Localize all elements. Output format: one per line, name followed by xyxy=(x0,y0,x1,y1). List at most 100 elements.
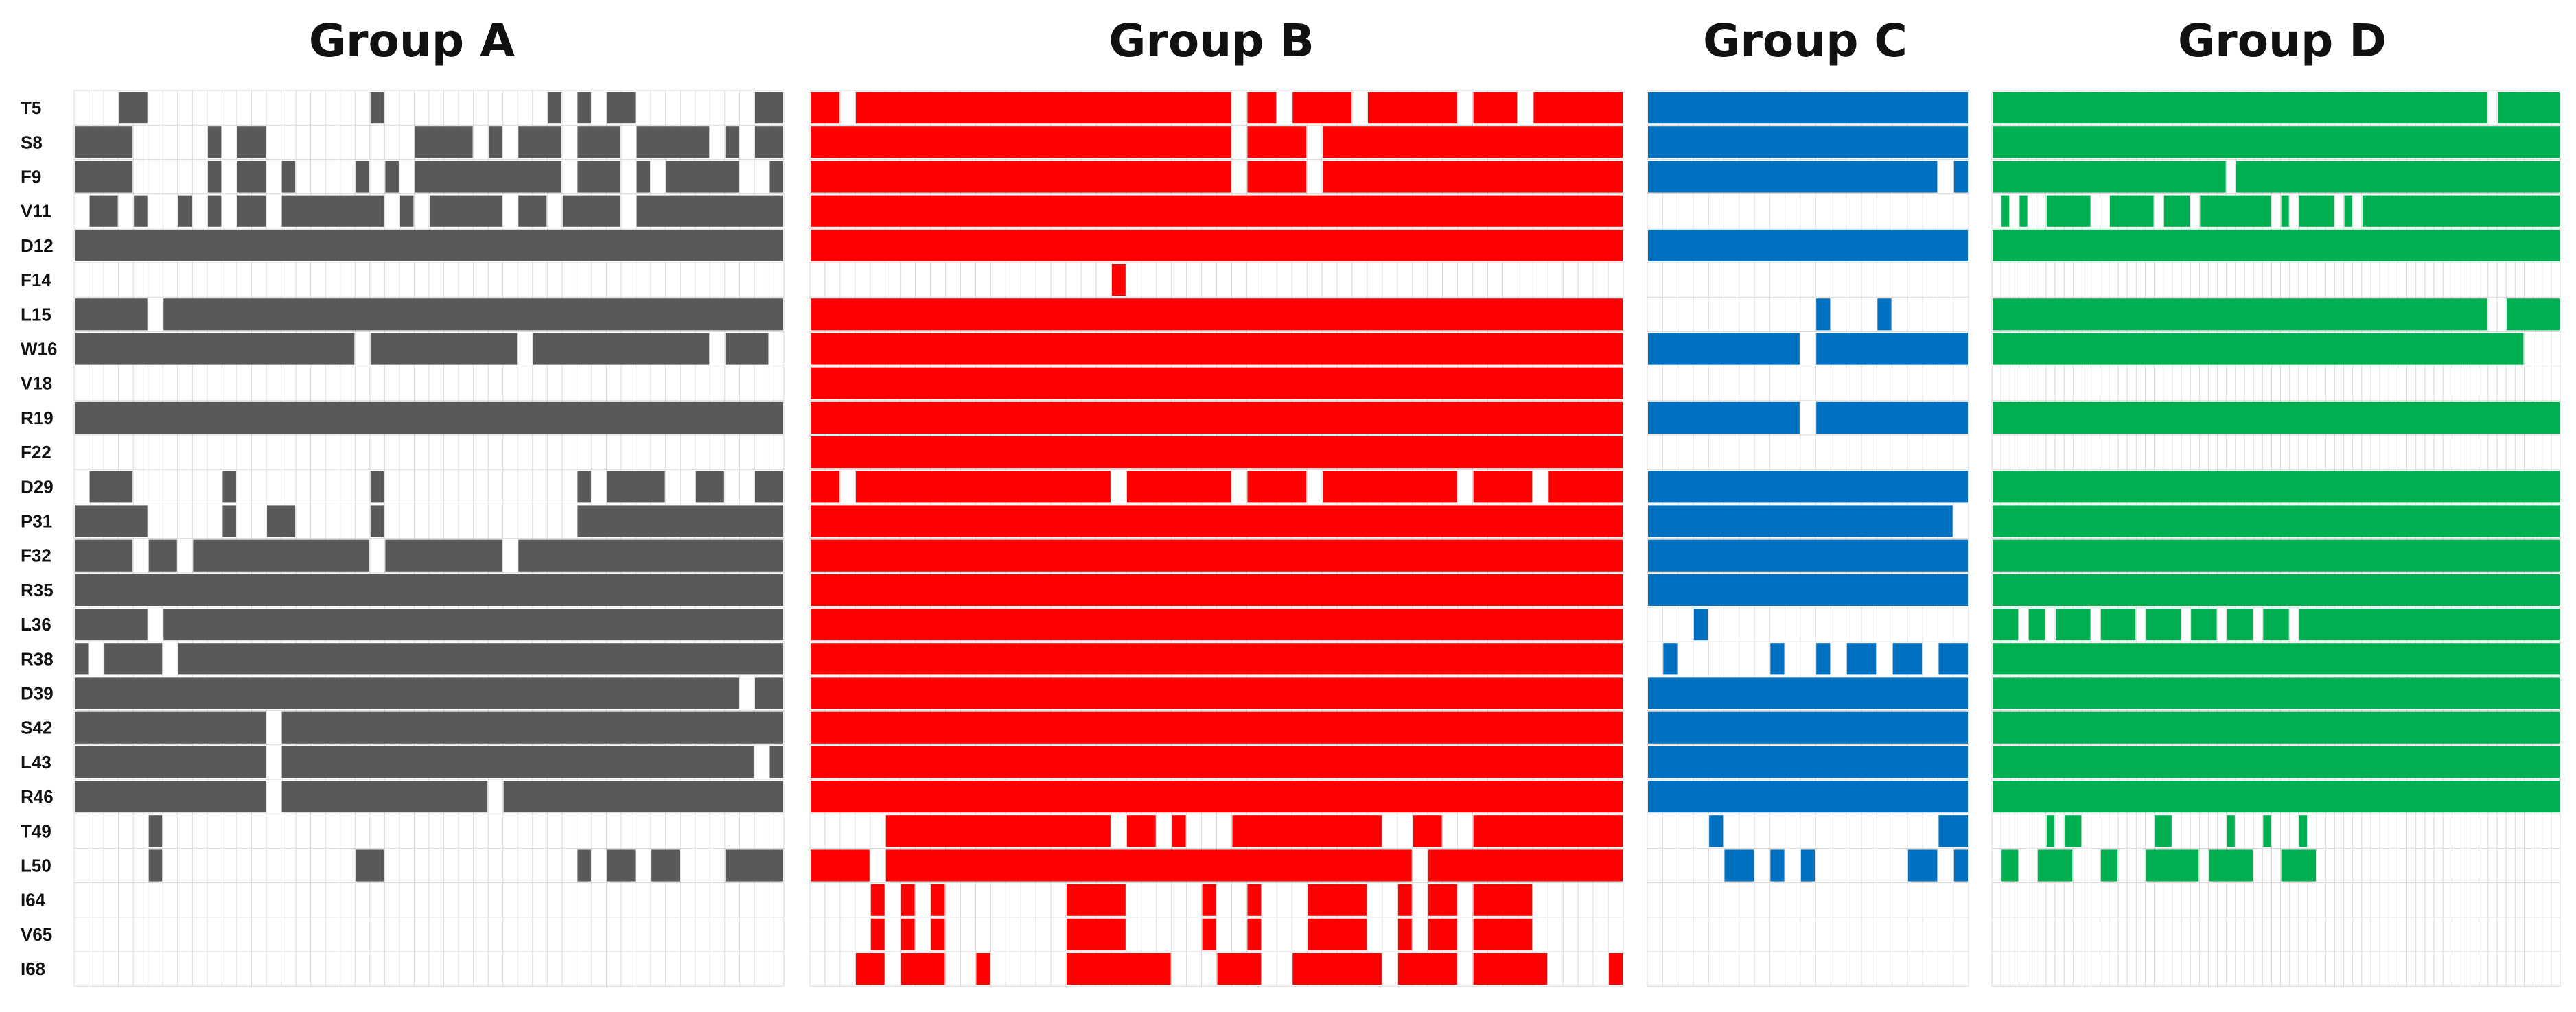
heatmap-cell xyxy=(1648,92,1968,124)
heatmap-cell xyxy=(2001,195,2010,227)
heatmap-cell xyxy=(811,505,1623,537)
heatmap-cell xyxy=(1232,815,1382,847)
heatmap-cell xyxy=(1770,643,1785,675)
heatmap-cell xyxy=(1111,264,1126,296)
heatmap-cell xyxy=(2299,195,2334,227)
cells xyxy=(1648,92,1968,882)
heatmap-cell xyxy=(2001,849,2019,882)
heatmap-cell xyxy=(1648,505,1953,537)
row-label: F9 xyxy=(21,167,41,187)
heatmap-cell xyxy=(237,195,266,227)
row-label: I64 xyxy=(21,890,46,910)
group-panel: Group C xyxy=(1647,14,1969,987)
heatmap-cell xyxy=(2263,609,2289,641)
heatmap-cell xyxy=(1953,849,1968,882)
heatmap-cell xyxy=(1816,401,1968,434)
heatmap-cell xyxy=(1067,884,1126,916)
heatmap-cell xyxy=(754,471,783,503)
heatmap-cell xyxy=(811,229,1623,261)
heatmap-cell xyxy=(725,849,783,882)
heatmap-cell xyxy=(1397,918,1412,950)
heatmap-cell xyxy=(1648,539,1968,572)
heatmap-cell xyxy=(2263,815,2271,847)
heatmap-cell xyxy=(385,539,502,572)
heatmap-cell xyxy=(1172,815,1186,847)
heatmap-cell xyxy=(193,539,369,572)
heatmap-cell xyxy=(1648,229,1968,261)
heatmap-cell xyxy=(1308,918,1367,950)
heatmap-cell xyxy=(885,849,1412,882)
heatmap-cell xyxy=(1126,815,1156,847)
heatmap-cell xyxy=(577,505,783,537)
heatmap-cell xyxy=(370,505,384,537)
heatmap-cell xyxy=(1993,609,2019,641)
heatmap-cell xyxy=(1292,953,1382,985)
heatmap-cell xyxy=(2046,195,2091,227)
heatmap-cell xyxy=(1993,677,2560,709)
heatmap-cell xyxy=(651,849,680,882)
row-labels: T5 S8 F9 V11 D12 F14 L15 W16 V18 R19 F22 D29 P31 F32 R… xyxy=(21,97,57,979)
heatmap-cell xyxy=(811,539,1623,572)
heatmap-cell xyxy=(1473,92,1518,124)
heatmap-cell xyxy=(1533,92,1623,124)
heatmap-cell xyxy=(1247,92,1277,124)
heatmap-cell xyxy=(811,609,1623,641)
heatmap-cell xyxy=(811,574,1623,606)
heatmap-cell xyxy=(1609,953,1623,985)
heatmap-cell xyxy=(666,161,739,193)
heatmap-cell xyxy=(1709,815,1724,847)
heatmap-cell xyxy=(75,126,133,158)
heatmap-cell xyxy=(1693,609,1708,641)
heatmap-cell xyxy=(1993,401,2560,434)
heatmap-cell xyxy=(931,918,945,950)
heatmap-cell xyxy=(1993,229,2560,261)
row-label: S8 xyxy=(21,132,43,152)
heatmap-cell xyxy=(75,643,89,675)
heatmap-cell xyxy=(75,333,355,365)
heatmap-cell xyxy=(75,161,133,193)
heatmap-cell xyxy=(1323,161,1623,193)
group-panel: Group B xyxy=(809,14,1624,987)
heatmap-cell xyxy=(237,126,266,158)
heatmap-cell xyxy=(1067,918,1126,950)
group-panel: Group A xyxy=(73,14,785,987)
heatmap-cell xyxy=(931,884,945,916)
row-label: L43 xyxy=(21,752,51,773)
heatmap-cell xyxy=(163,298,783,331)
heatmap-cell xyxy=(1397,884,1412,916)
heatmap-cell xyxy=(281,711,783,744)
heatmap-cell xyxy=(811,746,1623,778)
heatmap-cell xyxy=(1473,815,1623,847)
heatmap-cell xyxy=(2227,815,2235,847)
heatmap-cell xyxy=(356,849,384,882)
heatmap-cell xyxy=(1800,849,1815,882)
heatmap-cell xyxy=(1993,161,2226,193)
heatmap-cell xyxy=(811,367,1623,399)
heatmap-cell xyxy=(636,126,710,158)
heatmap-cell xyxy=(1397,953,1457,985)
heatmap-cell xyxy=(148,815,163,847)
heatmap-cell xyxy=(1473,884,1533,916)
heatmap-cell xyxy=(1473,918,1533,950)
heatmap-cell xyxy=(2100,609,2136,641)
row-label: R19 xyxy=(21,408,54,428)
heatmap-cell xyxy=(2146,849,2199,882)
heatmap-cell xyxy=(2191,609,2217,641)
heatmap-cell xyxy=(178,643,784,675)
heatmap-cell xyxy=(811,711,1623,744)
row-label: S42 xyxy=(21,718,52,738)
heatmap-cell xyxy=(1473,471,1533,503)
heatmap-cell xyxy=(811,436,1623,469)
row-label: T5 xyxy=(21,97,41,118)
heatmap-cell xyxy=(222,471,236,503)
heatmap-cell xyxy=(148,539,177,572)
heatmap-cell xyxy=(385,161,399,193)
heatmap-cell xyxy=(548,92,561,124)
heatmap-cell xyxy=(769,746,783,778)
group-title: Group D xyxy=(2178,14,2387,67)
heatmap-cell xyxy=(2344,195,2352,227)
heatmap-cell xyxy=(2281,195,2289,227)
heatmap-cell xyxy=(2146,609,2181,641)
heatmap-cell xyxy=(1217,953,1262,985)
heatmap-cell xyxy=(1428,884,1457,916)
